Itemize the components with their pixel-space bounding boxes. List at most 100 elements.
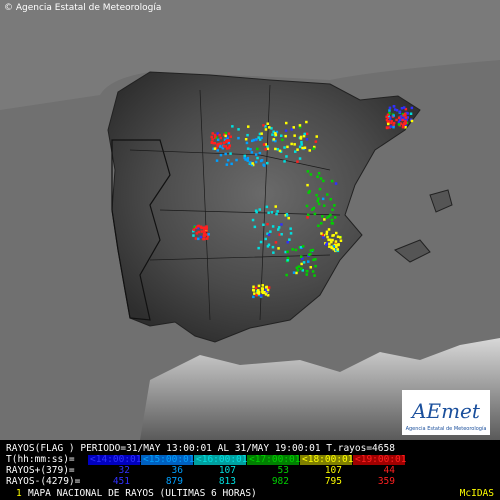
strike xyxy=(225,147,229,150)
strike xyxy=(254,286,258,290)
positive-label: RAYOS+(379)= xyxy=(6,465,75,476)
strike xyxy=(256,156,259,160)
strike xyxy=(224,132,227,135)
positive-count: 53 xyxy=(278,465,289,476)
strike xyxy=(258,138,262,141)
strike xyxy=(264,125,267,128)
strike xyxy=(313,145,316,149)
strike xyxy=(339,239,343,242)
strike xyxy=(219,153,223,157)
strike xyxy=(332,248,335,251)
strike xyxy=(298,145,302,149)
strike xyxy=(192,229,195,233)
strike xyxy=(306,270,309,273)
strike xyxy=(258,132,262,136)
strike xyxy=(297,265,301,268)
strike xyxy=(337,243,340,246)
strike xyxy=(252,295,255,299)
strike xyxy=(286,145,289,149)
strike xyxy=(195,232,199,235)
strike xyxy=(294,248,298,252)
strike xyxy=(400,107,404,110)
strike xyxy=(296,148,299,151)
strike xyxy=(300,143,303,146)
strike xyxy=(213,133,217,137)
interval-swatch xyxy=(194,455,246,465)
strike xyxy=(222,145,226,148)
strike xyxy=(259,294,263,297)
strike xyxy=(227,139,231,142)
strike xyxy=(197,224,200,228)
strike xyxy=(213,147,217,150)
strike xyxy=(251,139,254,143)
strike xyxy=(395,118,398,122)
strike xyxy=(300,262,303,266)
strike xyxy=(206,235,209,238)
strike xyxy=(229,135,232,138)
strike xyxy=(274,205,277,208)
strike xyxy=(404,113,407,117)
strike xyxy=(229,152,232,155)
strike xyxy=(326,235,329,239)
strike xyxy=(257,292,261,295)
strike xyxy=(410,119,414,123)
strike xyxy=(272,251,275,254)
strike xyxy=(335,245,338,249)
strike xyxy=(386,126,389,130)
strike xyxy=(202,232,206,236)
strike xyxy=(309,249,313,252)
strike xyxy=(316,175,319,178)
strike xyxy=(280,134,283,137)
strike xyxy=(334,248,338,252)
strike xyxy=(406,116,409,119)
strike xyxy=(334,240,338,243)
strike xyxy=(309,266,312,269)
strike xyxy=(250,151,254,154)
interval: <14:00:01 xyxy=(90,454,142,465)
strike xyxy=(196,226,200,230)
strike xyxy=(397,123,401,126)
strike xyxy=(197,237,200,241)
strike xyxy=(299,137,303,140)
strike xyxy=(266,145,269,148)
strike xyxy=(308,149,311,152)
interval: <15:00:01 xyxy=(143,454,195,465)
strike xyxy=(258,151,262,155)
strike xyxy=(326,193,329,196)
strike xyxy=(278,233,281,236)
strike xyxy=(194,237,198,240)
strike xyxy=(323,218,326,221)
strike xyxy=(250,163,254,167)
strike xyxy=(322,236,325,239)
strike xyxy=(210,141,214,144)
strike xyxy=(266,122,269,125)
strike xyxy=(262,163,265,167)
strike xyxy=(264,128,268,131)
strike xyxy=(262,124,265,127)
strike xyxy=(285,273,288,277)
strike xyxy=(299,246,303,249)
strike xyxy=(199,225,203,228)
credit: © Agencia Estatal de Meteorología xyxy=(4,3,161,13)
strike xyxy=(224,152,227,156)
strike xyxy=(404,126,407,129)
portugal-border xyxy=(111,139,171,321)
strike xyxy=(252,138,256,142)
strike xyxy=(203,234,206,237)
strike xyxy=(399,122,403,125)
interval: <19:00:01 xyxy=(355,454,407,465)
strike xyxy=(325,230,329,234)
strike xyxy=(292,271,296,274)
strike xyxy=(404,116,408,119)
strike xyxy=(277,247,280,250)
strike xyxy=(295,266,299,270)
negative-label: RAYOS-(4279)= xyxy=(6,476,81,487)
strike xyxy=(305,132,309,136)
strike xyxy=(227,132,231,135)
time-label: T(hh:mm:ss)= xyxy=(6,454,75,465)
strike xyxy=(255,293,258,297)
strike xyxy=(217,142,221,146)
strike xyxy=(266,147,270,151)
strike xyxy=(333,204,336,207)
strike xyxy=(262,223,265,226)
